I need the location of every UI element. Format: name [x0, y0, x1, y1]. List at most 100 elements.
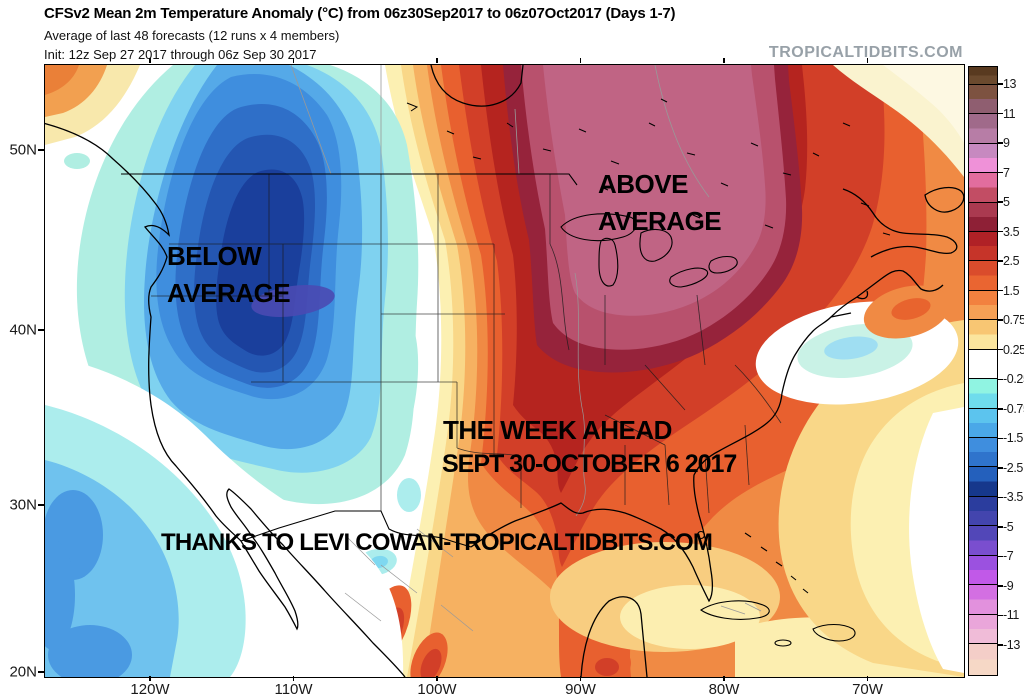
x-axis-top-tick — [149, 58, 151, 63]
colorbar-label-0.25: 0.25 — [1003, 342, 1024, 357]
x-axis-tick — [866, 676, 869, 681]
colorbar-label-13: 13 — [1003, 77, 1017, 91]
colorbar-tick — [998, 260, 1003, 262]
colorbar-label-11: 11 — [1003, 106, 1016, 121]
x-axis-label-90W: 90W — [565, 681, 596, 698]
colorbar-segment — [969, 114, 997, 144]
colorbar-segment — [969, 555, 997, 586]
colorbar-tick — [998, 526, 1003, 528]
anomaly-map: ABOVE AVERAGE BELOW AVERAGE THE WEEK AHE… — [44, 64, 965, 678]
colorbar-label-0.75: 0.75 — [1003, 313, 1024, 328]
colorbar-segment — [969, 143, 997, 174]
colorbar-segment — [969, 173, 997, 203]
colorbar-label-9: 9 — [1003, 136, 1010, 151]
x-axis-top-tick — [723, 58, 725, 63]
colorbar-segment — [969, 202, 997, 233]
annotation-below-line1: BELOW — [167, 241, 262, 271]
x-axis-top-tick — [579, 58, 582, 63]
great-lakes — [560, 213, 738, 540]
y-axis-label-50N: 50N — [9, 141, 37, 159]
colorbar-segment — [969, 349, 997, 380]
x-axis-tick — [723, 676, 725, 681]
anomaly-map-svg — [45, 65, 964, 677]
x-axis-tick — [436, 676, 438, 681]
init-line: Init: 12z Sep 27 2017 through 06z Sep 30… — [44, 47, 317, 62]
colorbar-tick — [998, 496, 1003, 499]
colorbar-tick — [998, 319, 1003, 321]
colorbar-segment — [969, 408, 997, 439]
annotation-credit: THANKS TO LEVI COWAN-TROPICALTIDBITS.COM — [161, 529, 713, 556]
y-axis-tick — [38, 671, 44, 673]
colorbar-tick — [998, 408, 1003, 410]
colorbar-label--3.5: -3.5 — [1003, 490, 1023, 505]
colorbar-tick — [998, 585, 1003, 587]
colorbar-tick — [998, 142, 1003, 144]
page-title: CFSv2 Mean 2m Temperature Anomaly (°C) f… — [44, 5, 676, 22]
colorbar-segment — [969, 67, 997, 85]
y-axis-tick — [38, 149, 44, 151]
colorbar-segment — [969, 84, 997, 115]
colorbar-label-5: 5 — [1003, 195, 1010, 210]
colorbar-segment — [969, 496, 997, 527]
x-axis-top-tick — [436, 58, 438, 63]
x-axis-label-70W: 70W — [852, 681, 883, 698]
colorbar-segment — [969, 379, 997, 409]
colorbar-segment — [969, 643, 997, 675]
colorbar-label--0.25: -0.25 — [1003, 372, 1024, 387]
colorbar-label--11: -11 — [1003, 608, 1019, 623]
colorbar-tick — [998, 467, 1003, 469]
subtitle: Average of last 48 forecasts (12 runs x … — [44, 28, 340, 43]
annotation-above-line1: ABOVE — [598, 169, 688, 199]
colorbar-tick — [998, 348, 1003, 351]
annotation-week-line1: THE WEEK AHEAD — [443, 415, 672, 445]
colorbar-label--0.75: -0.75 — [1003, 401, 1024, 416]
annotation-above-line2: AVERAGE — [598, 206, 722, 236]
colorbar-label--2.5: -2.5 — [1003, 460, 1023, 475]
y-axis-tick — [38, 329, 44, 331]
colorbar-tick — [998, 201, 1003, 203]
y-axis-tick — [38, 504, 44, 506]
mexico-state-borders — [344, 272, 762, 632]
colorbar-label--5: -5 — [1003, 519, 1014, 534]
y-axis-label-40N: 40N — [9, 321, 37, 339]
colorbar-label-3.5: 3.5 — [1003, 224, 1020, 239]
x-axis-label-100W: 100W — [417, 681, 457, 698]
colorbar — [968, 66, 998, 676]
us-state-borders — [151, 174, 782, 514]
colorbar-segment — [969, 320, 997, 350]
colorbar-tick — [998, 289, 1003, 292]
islands — [700, 532, 856, 647]
x-axis-top-tick — [292, 58, 295, 63]
colorbar-label-7: 7 — [1003, 165, 1010, 180]
colorbar-segment — [969, 614, 997, 644]
colorbar-segment — [969, 526, 997, 556]
colorbar-segment — [969, 290, 997, 321]
colorbar-tick — [998, 555, 1003, 558]
x-axis-tick — [579, 676, 582, 681]
x-axis-tick — [292, 676, 295, 681]
coastlines — [45, 65, 964, 677]
country-borders — [121, 173, 578, 548]
y-axis-label-20N: 20N — [9, 663, 37, 681]
colorbar-label--9: -9 — [1003, 578, 1014, 593]
watermark: TROPICALTIDBITS.COM — [768, 44, 963, 61]
colorbar-tick — [998, 230, 1003, 233]
x-axis-label-80W: 80W — [708, 681, 740, 698]
colorbar-tick — [998, 614, 1003, 617]
colorbar-label-2.5: 2.5 — [1003, 254, 1020, 269]
colorbar-segment — [969, 585, 997, 615]
colorbar-tick — [998, 378, 1003, 380]
colorbar-segment — [969, 467, 997, 497]
colorbar-label--13: -13 — [1003, 638, 1020, 652]
x-axis-label-110W: 110W — [274, 681, 313, 698]
colorbar-label-1.5: 1.5 — [1003, 283, 1020, 298]
colorbar-segment — [969, 261, 997, 291]
y-axis-label-30N: 30N — [9, 496, 37, 514]
x-axis-label-120W: 120W — [130, 681, 170, 698]
colorbar-tick — [998, 437, 1003, 440]
x-axis-top-tick — [866, 58, 869, 63]
colorbar-tick — [998, 644, 1003, 646]
colorbar-label--7: -7 — [1003, 549, 1014, 564]
colorbar-label--1.5: -1.5 — [1003, 431, 1023, 446]
